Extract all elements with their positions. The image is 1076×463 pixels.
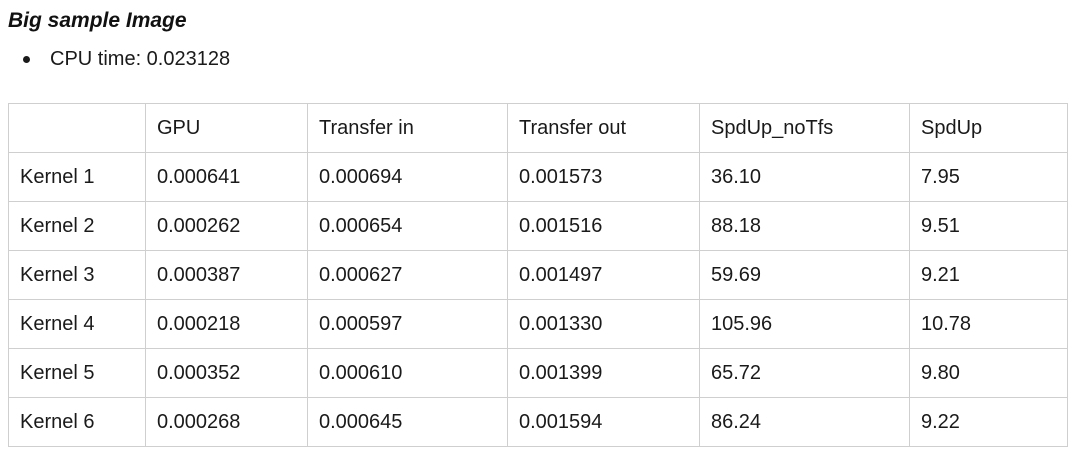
row-label: Kernel 5 bbox=[8, 348, 146, 398]
cell-gpu: 0.000387 bbox=[145, 250, 308, 300]
cell-spdup: 9.21 bbox=[909, 250, 1068, 300]
cell-transfer-in: 0.000610 bbox=[307, 348, 508, 398]
table-row: Kernel 4 0.000218 0.000597 0.001330 105.… bbox=[8, 299, 1068, 349]
cell-transfer-out: 0.001330 bbox=[507, 299, 700, 349]
row-label: Kernel 1 bbox=[8, 152, 146, 202]
cell-transfer-out: 0.001573 bbox=[507, 152, 700, 202]
table-row: Kernel 2 0.000262 0.000654 0.001516 88.1… bbox=[8, 201, 1068, 251]
row-label: Kernel 2 bbox=[8, 201, 146, 251]
header-cell-gpu: GPU bbox=[145, 103, 308, 153]
cell-gpu: 0.000268 bbox=[145, 397, 308, 447]
cell-gpu: 0.000218 bbox=[145, 299, 308, 349]
header-cell-transfer-in: Transfer in bbox=[307, 103, 508, 153]
cell-gpu: 0.000262 bbox=[145, 201, 308, 251]
header-cell-blank bbox=[8, 103, 146, 153]
row-label: Kernel 6 bbox=[8, 397, 146, 447]
cell-spdup-notfs: 105.96 bbox=[699, 299, 910, 349]
cell-transfer-out: 0.001516 bbox=[507, 201, 700, 251]
header-cell-transfer-out: Transfer out bbox=[507, 103, 700, 153]
table-row: Kernel 5 0.000352 0.000610 0.001399 65.7… bbox=[8, 348, 1068, 398]
cell-spdup: 9.80 bbox=[909, 348, 1068, 398]
cell-spdup-notfs: 36.10 bbox=[699, 152, 910, 202]
row-label: Kernel 4 bbox=[8, 299, 146, 349]
cell-spdup: 10.78 bbox=[909, 299, 1068, 349]
cell-spdup-notfs: 59.69 bbox=[699, 250, 910, 300]
header-cell-spdup-notfs: SpdUp_noTfs bbox=[699, 103, 910, 153]
cell-spdup-notfs: 86.24 bbox=[699, 397, 910, 447]
cell-gpu: 0.000641 bbox=[145, 152, 308, 202]
cell-transfer-in: 0.000645 bbox=[307, 397, 508, 447]
table-header-row: GPU Transfer in Transfer out SpdUp_noTfs… bbox=[8, 103, 1068, 153]
cell-transfer-out: 0.001497 bbox=[507, 250, 700, 300]
cell-spdup-notfs: 88.18 bbox=[699, 201, 910, 251]
section-heading: Big sample Image bbox=[8, 9, 187, 32]
cell-transfer-in: 0.000597 bbox=[307, 299, 508, 349]
bullet-item-cpu-time: CPU time: 0.023128 bbox=[0, 44, 230, 74]
cell-gpu: 0.000352 bbox=[145, 348, 308, 398]
cell-transfer-in: 0.000694 bbox=[307, 152, 508, 202]
header-cell-spdup: SpdUp bbox=[909, 103, 1068, 153]
cell-transfer-in: 0.000627 bbox=[307, 250, 508, 300]
results-table: GPU Transfer in Transfer out SpdUp_noTfs… bbox=[8, 103, 1068, 447]
bullet-dot-icon bbox=[23, 56, 30, 63]
cell-spdup-notfs: 65.72 bbox=[699, 348, 910, 398]
bullet-text: CPU time: 0.023128 bbox=[50, 48, 231, 70]
cell-spdup: 9.51 bbox=[909, 201, 1068, 251]
table-row: Kernel 3 0.000387 0.000627 0.001497 59.6… bbox=[8, 250, 1068, 300]
row-label: Kernel 3 bbox=[8, 250, 146, 300]
cell-spdup: 9.22 bbox=[909, 397, 1068, 447]
table-row: Kernel 6 0.000268 0.000645 0.001594 86.2… bbox=[8, 397, 1068, 447]
bullet-list: CPU time: 0.023128 bbox=[0, 44, 230, 74]
cell-spdup: 7.95 bbox=[909, 152, 1068, 202]
cell-transfer-in: 0.000654 bbox=[307, 201, 508, 251]
cell-transfer-out: 0.001594 bbox=[507, 397, 700, 447]
cell-transfer-out: 0.001399 bbox=[507, 348, 700, 398]
table-row: Kernel 1 0.000641 0.000694 0.001573 36.1… bbox=[8, 152, 1068, 202]
